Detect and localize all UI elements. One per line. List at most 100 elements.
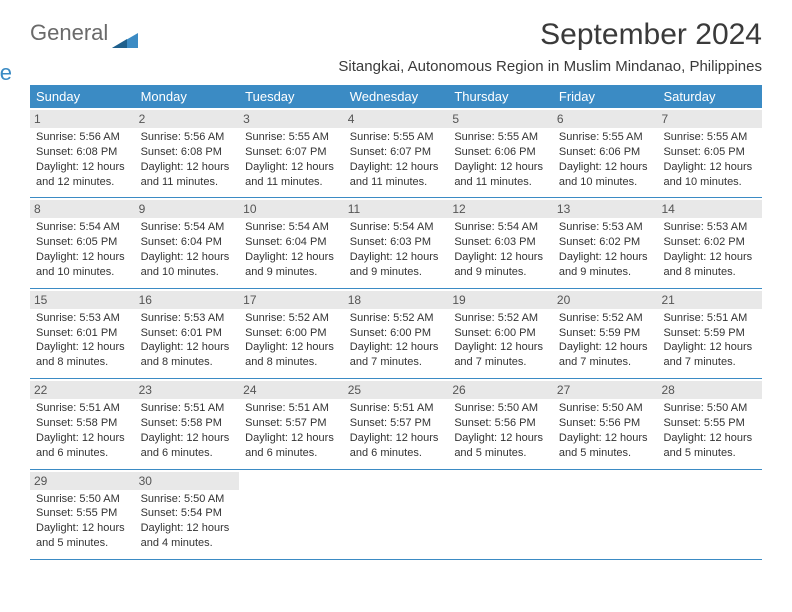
day-number: 8 — [30, 200, 135, 218]
daylight-text: Daylight: 12 hours — [245, 160, 338, 175]
daylight-text: Daylight: 12 hours — [559, 431, 652, 446]
location: Sitangkai, Autonomous Region in Muslim M… — [338, 58, 762, 75]
daylight-text: and 11 minutes. — [454, 175, 547, 190]
daylight-text: and 9 minutes. — [245, 265, 338, 280]
sunrise-text: Sunrise: 5:56 AM — [141, 130, 234, 145]
sunset-text: Sunset: 5:54 PM — [141, 506, 234, 521]
sunset-text: Sunset: 6:07 PM — [350, 145, 443, 160]
sunrise-text: Sunrise: 5:55 AM — [454, 130, 547, 145]
daylight-text: Daylight: 12 hours — [454, 431, 547, 446]
sunset-text: Sunset: 6:03 PM — [350, 235, 443, 250]
logo: General Blue — [30, 22, 138, 66]
day-number: 12 — [448, 200, 553, 218]
sunset-text: Sunset: 6:07 PM — [245, 145, 338, 160]
weekday-label: Thursday — [448, 85, 553, 108]
daylight-text: Daylight: 12 hours — [36, 521, 129, 536]
day-number: 2 — [135, 110, 240, 128]
daylight-text: and 11 minutes. — [141, 175, 234, 190]
weekday-label: Sunday — [30, 85, 135, 108]
sunrise-text: Sunrise: 5:55 AM — [245, 130, 338, 145]
sunrise-text: Sunrise: 5:50 AM — [454, 401, 547, 416]
sunset-text: Sunset: 5:58 PM — [141, 416, 234, 431]
day-number: 9 — [135, 200, 240, 218]
day-number: 15 — [30, 291, 135, 309]
day-cell: 9Sunrise: 5:54 AMSunset: 6:04 PMDaylight… — [135, 198, 240, 287]
day-number: 16 — [135, 291, 240, 309]
daylight-text: and 7 minutes. — [454, 355, 547, 370]
daylight-text: Daylight: 12 hours — [454, 160, 547, 175]
day-number: 6 — [553, 110, 658, 128]
week-row: 8Sunrise: 5:54 AMSunset: 6:05 PMDaylight… — [30, 198, 762, 288]
daylight-text: and 5 minutes. — [663, 446, 756, 461]
day-number: 25 — [344, 381, 449, 399]
sunset-text: Sunset: 5:55 PM — [663, 416, 756, 431]
daylight-text: and 9 minutes. — [350, 265, 443, 280]
day-cell: 24Sunrise: 5:51 AMSunset: 5:57 PMDayligh… — [239, 379, 344, 468]
sunset-text: Sunset: 5:59 PM — [559, 326, 652, 341]
day-cell: 11Sunrise: 5:54 AMSunset: 6:03 PMDayligh… — [344, 198, 449, 287]
daylight-text: Daylight: 12 hours — [245, 340, 338, 355]
daylight-text: and 10 minutes. — [663, 175, 756, 190]
sunset-text: Sunset: 5:55 PM — [36, 506, 129, 521]
day-number: 23 — [135, 381, 240, 399]
day-cell: 20Sunrise: 5:52 AMSunset: 5:59 PMDayligh… — [553, 289, 658, 378]
daylight-text: and 8 minutes. — [141, 355, 234, 370]
sunrise-text: Sunrise: 5:53 AM — [141, 311, 234, 326]
daylight-text: and 5 minutes. — [559, 446, 652, 461]
sunset-text: Sunset: 6:05 PM — [36, 235, 129, 250]
day-cell: 1Sunrise: 5:56 AMSunset: 6:08 PMDaylight… — [30, 108, 135, 197]
sunrise-text: Sunrise: 5:54 AM — [36, 220, 129, 235]
daylight-text: and 8 minutes. — [36, 355, 129, 370]
daylight-text: Daylight: 12 hours — [141, 160, 234, 175]
day-cell: 13Sunrise: 5:53 AMSunset: 6:02 PMDayligh… — [553, 198, 658, 287]
day-cell: 19Sunrise: 5:52 AMSunset: 6:00 PMDayligh… — [448, 289, 553, 378]
day-cell: 18Sunrise: 5:52 AMSunset: 6:00 PMDayligh… — [344, 289, 449, 378]
day-number: 7 — [657, 110, 762, 128]
day-cell: 27Sunrise: 5:50 AMSunset: 5:56 PMDayligh… — [553, 379, 658, 468]
sunset-text: Sunset: 6:06 PM — [454, 145, 547, 160]
sunset-text: Sunset: 6:08 PM — [141, 145, 234, 160]
daylight-text: Daylight: 12 hours — [350, 250, 443, 265]
day-number: 29 — [30, 472, 135, 490]
day-number: 28 — [657, 381, 762, 399]
daylight-text: and 6 minutes. — [36, 446, 129, 461]
daylight-text: Daylight: 12 hours — [663, 250, 756, 265]
day-number: 13 — [553, 200, 658, 218]
daylight-text: Daylight: 12 hours — [245, 431, 338, 446]
daylight-text: Daylight: 12 hours — [36, 431, 129, 446]
daylight-text: and 11 minutes. — [245, 175, 338, 190]
daylight-text: Daylight: 12 hours — [36, 160, 129, 175]
daylight-text: and 5 minutes. — [36, 536, 129, 551]
sunrise-text: Sunrise: 5:54 AM — [454, 220, 547, 235]
daylight-text: Daylight: 12 hours — [350, 340, 443, 355]
daylight-text: and 8 minutes. — [663, 265, 756, 280]
daylight-text: and 6 minutes. — [350, 446, 443, 461]
sunset-text: Sunset: 6:01 PM — [141, 326, 234, 341]
sunrise-text: Sunrise: 5:55 AM — [350, 130, 443, 145]
sunrise-text: Sunrise: 5:52 AM — [245, 311, 338, 326]
sunset-text: Sunset: 6:00 PM — [245, 326, 338, 341]
sunset-text: Sunset: 6:00 PM — [350, 326, 443, 341]
sunset-text: Sunset: 5:58 PM — [36, 416, 129, 431]
daylight-text: and 10 minutes. — [141, 265, 234, 280]
day-number: 19 — [448, 291, 553, 309]
day-cell: 6Sunrise: 5:55 AMSunset: 6:06 PMDaylight… — [553, 108, 658, 197]
daylight-text: Daylight: 12 hours — [559, 160, 652, 175]
daylight-text: Daylight: 12 hours — [454, 250, 547, 265]
daylight-text: and 6 minutes. — [245, 446, 338, 461]
daylight-text: Daylight: 12 hours — [141, 521, 234, 536]
day-number: 22 — [30, 381, 135, 399]
day-cell: 29Sunrise: 5:50 AMSunset: 5:55 PMDayligh… — [30, 470, 135, 559]
sunset-text: Sunset: 5:57 PM — [245, 416, 338, 431]
daylight-text: and 12 minutes. — [36, 175, 129, 190]
logo-flag-icon — [112, 33, 138, 56]
month-title: September 2024 — [338, 18, 762, 52]
weekday-label: Wednesday — [344, 85, 449, 108]
weekday-label: Friday — [553, 85, 658, 108]
day-number: 21 — [657, 291, 762, 309]
daylight-text: and 6 minutes. — [141, 446, 234, 461]
daylight-text: Daylight: 12 hours — [36, 340, 129, 355]
day-number: 14 — [657, 200, 762, 218]
week-row: 1Sunrise: 5:56 AMSunset: 6:08 PMDaylight… — [30, 108, 762, 198]
day-cell: 7Sunrise: 5:55 AMSunset: 6:05 PMDaylight… — [657, 108, 762, 197]
